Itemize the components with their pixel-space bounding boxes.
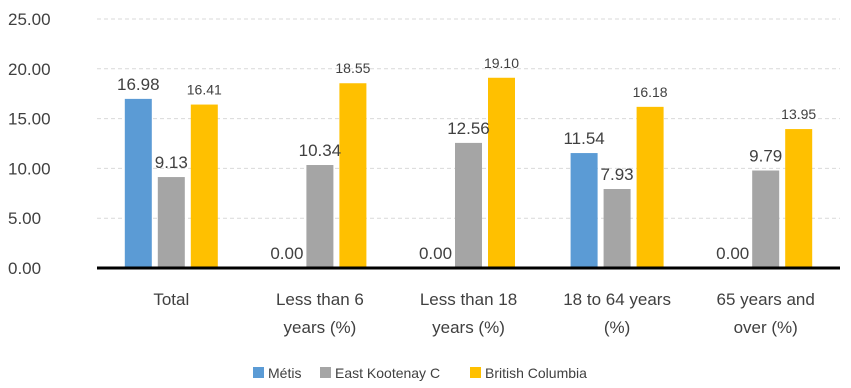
data-label: 10.34 bbox=[299, 141, 342, 160]
data-label: 16.98 bbox=[117, 75, 160, 94]
y-tick-label: 0.00 bbox=[8, 259, 41, 278]
data-label: 9.13 bbox=[155, 153, 188, 172]
x-tick-label: Total bbox=[153, 290, 189, 309]
legend-swatch bbox=[470, 367, 481, 378]
legend-label: Métis bbox=[268, 365, 301, 381]
y-axis: 0.00 5.00 10.00 15.00 20.00 25.00 bbox=[8, 10, 51, 278]
bar bbox=[124, 98, 152, 268]
x-axis: Total Less than 6 years (%) Less than 18 yea… bbox=[97, 266, 840, 337]
data-label: 0.00 bbox=[419, 244, 452, 263]
x-tick-label: over (%) bbox=[734, 318, 798, 337]
data-label: 18.55 bbox=[335, 60, 370, 76]
bar bbox=[603, 189, 631, 268]
bar bbox=[306, 165, 334, 268]
x-tick-label: years (%) bbox=[432, 318, 505, 337]
bar bbox=[785, 129, 813, 268]
data-label: 16.41 bbox=[187, 82, 222, 98]
y-tick-label: 15.00 bbox=[8, 110, 51, 129]
data-label: 7.93 bbox=[601, 165, 634, 184]
bar bbox=[570, 153, 598, 268]
y-tick-label: 5.00 bbox=[8, 209, 41, 228]
data-label: 9.79 bbox=[749, 146, 782, 165]
y-tick-label: 20.00 bbox=[8, 60, 51, 79]
x-tick-label: years (%) bbox=[284, 318, 357, 337]
x-tick-label: 65 years and bbox=[717, 290, 815, 309]
bar bbox=[190, 104, 218, 268]
bar bbox=[636, 106, 664, 268]
y-tick-label: 10.00 bbox=[8, 159, 51, 178]
bar bbox=[339, 83, 367, 268]
bars bbox=[124, 77, 813, 268]
bar bbox=[752, 170, 780, 268]
legend: Métis East Kootenay C British Columbia bbox=[253, 365, 587, 381]
data-label: 13.95 bbox=[781, 106, 816, 122]
legend-swatch bbox=[320, 367, 331, 378]
x-tick-label: Less than 6 bbox=[276, 290, 364, 309]
bar bbox=[455, 142, 482, 268]
bar bbox=[488, 77, 515, 268]
data-label: 11.54 bbox=[563, 129, 604, 148]
legend-swatch bbox=[253, 367, 264, 378]
data-label: 16.18 bbox=[633, 84, 668, 100]
bar bbox=[157, 177, 185, 268]
data-label: 0.00 bbox=[716, 244, 749, 263]
data-label: 12.56 bbox=[447, 119, 490, 138]
legend-label: East Kootenay C bbox=[335, 365, 440, 381]
x-tick-label: Less than 18 bbox=[420, 290, 517, 309]
y-tick-label: 25.00 bbox=[8, 10, 51, 29]
legend-label: British Columbia bbox=[485, 365, 587, 381]
data-label: 19.10 bbox=[484, 55, 519, 71]
data-labels: 16.98 9.13 16.41 0.00 10.34 18.55 0.00 12.56 19.… bbox=[117, 55, 816, 263]
x-tick-label: (%) bbox=[604, 318, 630, 337]
data-label: 0.00 bbox=[270, 244, 303, 263]
x-tick-label: 18 to 64 years bbox=[563, 290, 671, 309]
